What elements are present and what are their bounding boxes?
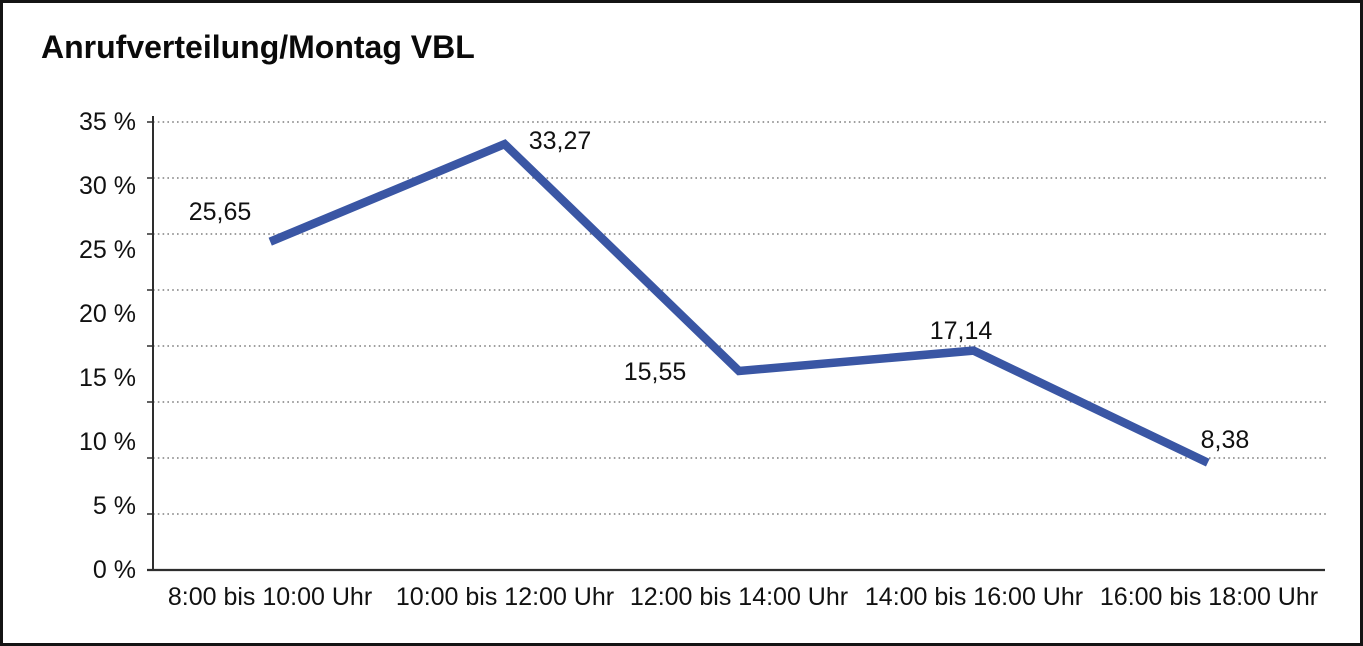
y-tick-label-35: 35 % [79,108,136,136]
x-tick-label-3: 12:00 bis 14:00 Uhr [629,583,849,611]
y-tick-label-15: 15 % [79,364,136,392]
point-label-2: 33,27 [528,127,592,155]
x-tick-label-5: 16:00 bis 18:00 Uhr [1099,583,1319,611]
x-tick-label-1: 8:00 bis 10:00 Uhr [167,583,373,611]
x-tick-label-2: 10:00 bis 12:00 Uhr [395,583,615,611]
line-chart-svg [147,116,1326,572]
y-tick-label-10: 10 % [79,428,136,456]
y-tick-label-5: 5 % [92,492,136,520]
y-tick-label-0: 0 % [92,556,136,584]
point-label-5: 8,38 [1200,426,1250,454]
y-tick-label-20: 20 % [79,300,136,328]
x-tick-label-4: 14:00 bis 16:00 Uhr [864,583,1084,611]
y-tick-label-25: 25 % [79,236,136,264]
point-label-4: 17,14 [929,317,993,345]
chart-title: Anrufverteilung/Montag VBL [41,29,475,65]
data-line [268,139,1210,467]
y-tick-label-30: 30 % [79,172,136,200]
point-label-3: 15,55 [623,358,687,386]
point-label-1: 25,65 [188,198,252,226]
